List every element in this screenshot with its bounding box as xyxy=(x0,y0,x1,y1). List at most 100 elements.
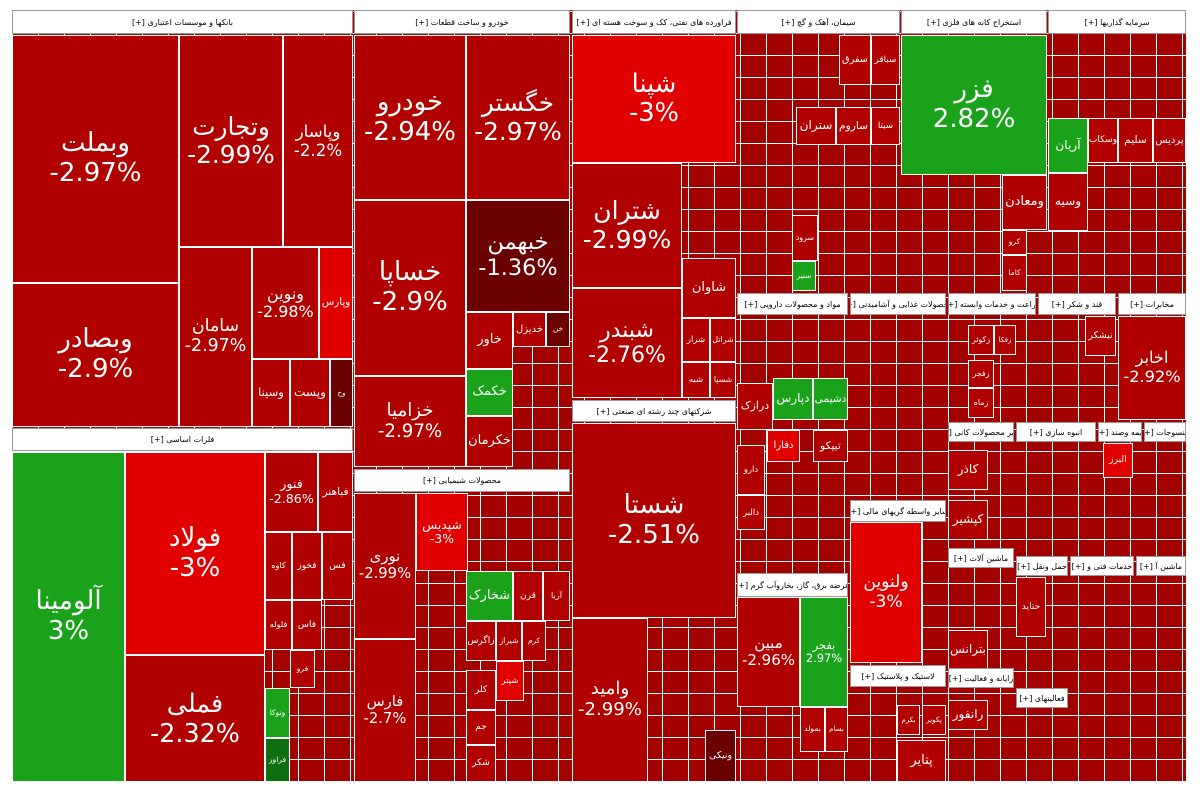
stock-name: پردیس xyxy=(1155,134,1184,146)
stock-tile: وبصادر -2.9% xyxy=(12,283,179,427)
sector-title: فراورده های نفتی، کک و سوخت هسته ای [+] xyxy=(576,17,732,27)
stock-name: زاگرس xyxy=(467,635,495,646)
stock-tile: خزامیا -2.97% xyxy=(354,376,466,467)
stock-name: شخارک xyxy=(468,587,511,603)
stock-name: خاور xyxy=(477,332,502,348)
stock-tile: سامان -2.97% xyxy=(179,247,252,427)
stock-name: زماه xyxy=(973,398,989,408)
sector-header: منسوجات [+] xyxy=(1144,422,1186,442)
stock-tile: بکرم xyxy=(897,705,920,735)
stock-change: 2.82% xyxy=(932,104,1016,134)
stock-name: شپتر xyxy=(501,675,519,686)
stock-name: خساپا xyxy=(378,257,442,288)
stock-name: ومعادن xyxy=(1005,194,1044,210)
stock-change: -2.7% xyxy=(363,709,407,727)
stock-name: شپدیس xyxy=(422,517,462,532)
stock-name: ونیکی xyxy=(709,749,732,761)
sector-title: زراعت و خدمات وابسته [+] xyxy=(948,299,1036,309)
stock-change: -2.2% xyxy=(293,141,343,160)
stock-tile: ومعادن xyxy=(1002,175,1047,230)
stock-tile: خدیزل xyxy=(513,312,546,347)
stock-name: پکویر xyxy=(926,714,942,724)
stock-change: -3% xyxy=(869,591,903,612)
stock-name: فزر xyxy=(954,74,994,105)
stock-tile: خبهمن -1.36% xyxy=(466,200,570,312)
stock-change: -2.9% xyxy=(372,287,448,317)
stock-name: ولنوین xyxy=(863,571,909,592)
stock-name: بترانس xyxy=(950,642,986,657)
sector-title: سایر واسطه گریهای مالی [+] xyxy=(850,506,946,516)
stock-name: زکوثر xyxy=(971,335,991,345)
stock-tile: کرو xyxy=(1002,230,1027,255)
stock-change: -2.51% xyxy=(608,519,700,550)
stock-name: شسپا xyxy=(713,375,733,385)
stock-name: شاوان xyxy=(691,279,727,295)
stock-tile: خودرو -2.94% xyxy=(354,35,466,200)
stock-change: -2.86% xyxy=(269,491,314,506)
sector-header: مخابرات [+] xyxy=(1118,293,1186,315)
sector-title: فلزات اساسی [+] xyxy=(150,435,215,444)
stock-tile: وسکاب xyxy=(1088,118,1118,163)
stock-tile: آلومینا 3% xyxy=(12,452,125,782)
stock-tile: فارس -2.7% xyxy=(354,639,416,782)
stock-tile: خکمک xyxy=(466,369,513,416)
stock-tile: فس xyxy=(322,532,353,600)
stock-name: دالبر xyxy=(743,506,759,517)
stock-name: وپست xyxy=(294,385,326,400)
sector-header: محصولات غذایی و آشامیدنی [+] xyxy=(850,293,946,315)
stock-name: فراور xyxy=(268,754,287,764)
stock-change: -2.96% xyxy=(741,651,796,669)
stock-tile: شیراز xyxy=(496,621,522,661)
stock-tile: فرو xyxy=(290,650,315,688)
sector-header: بانکها و موسسات اعتباری [+] xyxy=(12,10,353,34)
stock-tile: شراتل xyxy=(710,318,736,362)
stock-name: قرن xyxy=(519,590,536,601)
stock-name: فارس xyxy=(366,692,404,710)
stock-name: زفکا xyxy=(998,335,1012,344)
sector-header: ماشین آ [+] xyxy=(1136,556,1186,576)
stock-change: -2.97% xyxy=(49,158,142,188)
stock-name: وخ xyxy=(337,388,346,397)
stock-name: وسیه xyxy=(1054,194,1082,209)
stock-name: درازک xyxy=(740,399,770,413)
stock-tile: رانفور xyxy=(948,700,988,730)
sector-title: ماشین آلات [+] xyxy=(953,553,1009,563)
stock-tile: ستران xyxy=(796,107,836,145)
stock-tile: وسیه xyxy=(1048,173,1088,231)
stock-change: -2.99% xyxy=(578,699,642,720)
stock-name: کاوه xyxy=(271,560,286,571)
stock-change: 3% xyxy=(47,616,90,646)
stock-name: دشیمی xyxy=(814,392,847,405)
stock-name: نوری xyxy=(369,548,401,566)
sector-header: سایر واسطه گریهای مالی [+] xyxy=(850,500,946,522)
sector-header: لاستیک و پلاستیک [+] xyxy=(850,665,946,687)
stock-tile: بسام xyxy=(825,707,848,752)
stock-name: فباهنر xyxy=(322,485,349,498)
stock-name: سباقر xyxy=(874,54,897,65)
sector-title: خودرو و ساخت قطعات [+] xyxy=(415,17,509,27)
stock-tile: شپدیس -3% xyxy=(416,493,468,571)
stock-change: -2.99% xyxy=(582,224,672,254)
stock-name: ستران xyxy=(799,118,833,133)
sector-title: مواد و محصولات دارویی [+] xyxy=(744,299,841,309)
stock-name: کپشیر xyxy=(952,512,984,527)
stock-change: -1.36% xyxy=(478,255,558,281)
stock-tile: زفجر xyxy=(968,360,994,388)
stock-name: خودرو xyxy=(376,86,444,117)
stock-name: وسینا xyxy=(258,385,284,400)
stock-name: دفارا xyxy=(773,440,794,452)
stock-tile: وامید -2.99% xyxy=(572,618,648,782)
stock-name: خکمک xyxy=(472,384,507,400)
stock-tile: تیپکو xyxy=(813,430,848,462)
stock-name: وپارس xyxy=(321,296,351,309)
stock-tile: وپست xyxy=(290,359,330,427)
stock-change: -2.92% xyxy=(1123,367,1181,386)
sector-title: محصولات غذایی و آشامیدنی [+] xyxy=(851,299,945,309)
stock-tile: آریان xyxy=(1048,118,1088,173)
stock-name: سلیم xyxy=(1124,134,1147,147)
sector-header: محصولات شیمیایی [+] xyxy=(354,469,570,492)
stock-tile: ساروم xyxy=(836,107,871,145)
stock-name: شیراز xyxy=(499,636,519,646)
stock-name: فاس xyxy=(297,619,317,630)
stock-name: خبهمن xyxy=(487,229,549,256)
